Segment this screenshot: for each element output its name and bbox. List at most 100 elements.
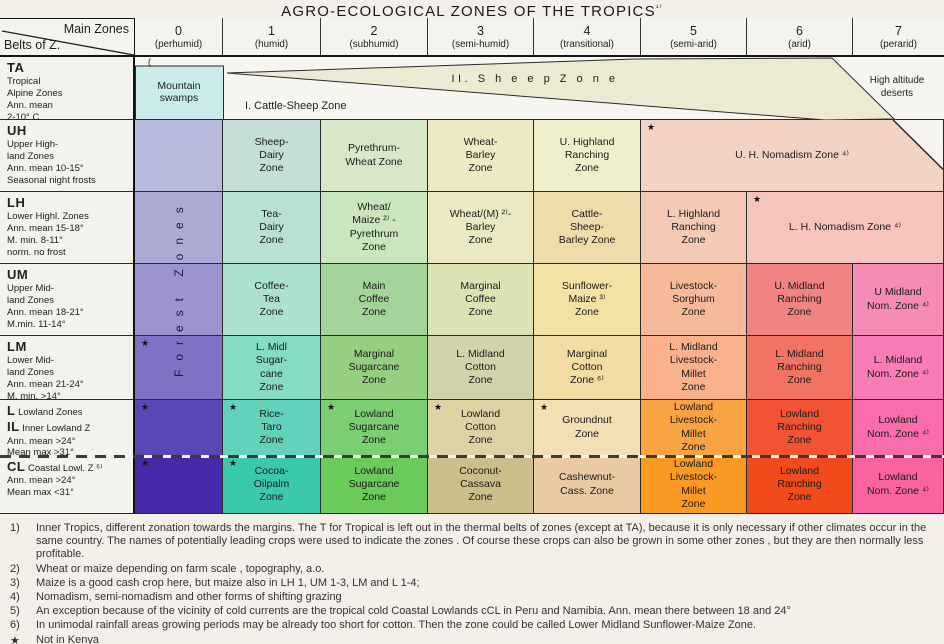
zone-cell-CL-0: ★ bbox=[135, 456, 223, 514]
row-header-IL: L Lowland Zones IL Inner Lowland Z Ann. me… bbox=[0, 400, 135, 458]
row-header-line: Ann. mean 18-21° bbox=[7, 307, 84, 318]
zone-cell-LM-0: ★ bbox=[135, 336, 223, 400]
zone-cell-IL-4: ★ Groundnut Zone bbox=[534, 400, 641, 456]
row-header-line: Ann. mean 10-15° bbox=[7, 163, 84, 174]
ta-row-region: ( Mountain swamps I. Cattle-Sheep Zone I… bbox=[135, 57, 944, 121]
zone-cell-LM-2: Marginal Sugarcane Zone bbox=[321, 336, 428, 400]
corner-header: Main Zones Belts of Z. bbox=[0, 18, 135, 57]
row-header-line: Tropical bbox=[7, 76, 41, 88]
row-header-line: Lower Highl. Zones bbox=[7, 211, 89, 223]
zone-cell-LM-6: L. Midland Ranching Zone bbox=[747, 336, 853, 400]
column-name: (subhumid) bbox=[349, 38, 399, 50]
zone-cell-label: Coconut- Cassava Zone bbox=[459, 464, 502, 504]
zone-cell-label: L. Midl Sugar- cane Zone bbox=[255, 341, 288, 393]
row-header-line: L Lowland Zones bbox=[7, 403, 83, 418]
zone-cell-IL-7: Lowland Nom. Zone ⁴⁾ bbox=[853, 400, 944, 456]
zone-cell-UM-2: Main Coffee Zone bbox=[321, 264, 428, 336]
footnote-marker: 5) bbox=[10, 605, 20, 618]
zone-cell-label: U Midland Nom. Zone ⁴⁾ bbox=[867, 286, 929, 312]
row-header-line: Ann. mean 21-24° bbox=[7, 379, 84, 390]
column-number: 7 bbox=[895, 23, 902, 38]
zone-cell-UH-0 bbox=[135, 120, 223, 192]
zone-cell-UM-6: U. Midland Ranching Zone bbox=[747, 264, 853, 336]
column-number: 0 bbox=[175, 23, 182, 38]
zone-cell-CL-6: Lowland Ranching Zone bbox=[747, 456, 853, 514]
row-header-line: Alpine Zones bbox=[7, 88, 63, 100]
row-header-line: land Zones bbox=[7, 367, 55, 379]
row-header-line: 2-10° C bbox=[7, 111, 40, 123]
row-header-line: Mean max <31° bbox=[7, 487, 74, 499]
high-altitude-deserts-label-2: deserts bbox=[881, 88, 913, 99]
row-header-line: Lower Mid- bbox=[7, 355, 54, 367]
zone-cell-label: Wheat/ Maize ²⁾ - Pyrethrum Zone bbox=[349, 201, 399, 253]
row-header-line: LM bbox=[7, 339, 27, 354]
zone-cell-CL-4: Cashewnut- Cass. Zone bbox=[534, 456, 641, 514]
mountain-swamps-cell bbox=[135, 65, 224, 120]
zone-cell-UM-4: Sunflower- Maize ³⁾ Zone bbox=[534, 264, 641, 336]
not-in-kenya-star: ★ bbox=[141, 338, 150, 348]
row-header-line: land Zones bbox=[7, 295, 55, 307]
zone-cell-LM-5: L. Midland Livestock- Millet Zone bbox=[641, 336, 747, 400]
column-number: 3 bbox=[477, 23, 484, 38]
zone-cell-IL-3: ★ Lowland Cotton Zone bbox=[428, 400, 534, 456]
page-title: AGRO-ECOLOGICAL ZONES OF THE TROPICS¹⁾ bbox=[281, 3, 663, 20]
column-name: (perarid) bbox=[879, 38, 918, 50]
row-header-line: CL Coastal Lowl. Z ⁵⁾ bbox=[7, 459, 103, 474]
zone-cell-UH-1: Sheep- Dairy Zone bbox=[223, 120, 321, 192]
row-header-line: M.min. 11-14° bbox=[7, 318, 66, 330]
zone-cell-CL-3: Coconut- Cassava Zone bbox=[428, 456, 534, 514]
zone-cell-LH-0 bbox=[135, 192, 223, 264]
not-in-kenya-star: ★ bbox=[141, 402, 150, 412]
zone-cell-LH-2: Wheat/ Maize ²⁾ - Pyrethrum Zone bbox=[321, 192, 428, 264]
footnote-marker: 6) bbox=[10, 619, 20, 632]
zone-cell-label: Groundnut Zone bbox=[562, 414, 612, 440]
zone-cell-label: L. Midland Cotton Zone bbox=[456, 347, 505, 387]
zone-cell-LM-4: Marginal Cotton Zone ⁶⁾ bbox=[534, 336, 641, 400]
zone-cell-UH-4: U. Highland Ranching Zone bbox=[534, 120, 641, 192]
zone-cell-label: L. Midland Ranching Zone bbox=[775, 347, 824, 387]
row-header-line: UH bbox=[7, 123, 27, 138]
row-header-line: land Zones bbox=[7, 151, 55, 163]
zone-cell-label: Lowland Livestock- Millet Zone bbox=[669, 458, 718, 510]
row-header-line: LH bbox=[7, 195, 26, 210]
coastal-lowland-dashed-divider bbox=[0, 455, 944, 458]
zone-cell-LM-1: L. Midl Sugar- cane Zone bbox=[223, 336, 321, 400]
zone-cell-label: Lowland Ranching Zone bbox=[777, 407, 822, 447]
footnote-text: Wheat or maize depending on farm scale ,… bbox=[36, 562, 325, 575]
footnote-7: ★ Not in Kenya bbox=[10, 634, 936, 644]
zone-cell-label: U. H. Nomadism Zone ⁴⁾ bbox=[735, 148, 849, 161]
zone-cell-UH-5: ★ U. H. Nomadism Zone ⁴⁾ bbox=[641, 120, 944, 192]
footnote-text: Not in Kenya bbox=[36, 633, 99, 644]
not-in-kenya-star: ★ bbox=[753, 194, 762, 204]
zone-cell-label: Coffee- Tea Zone bbox=[254, 279, 289, 319]
zone-cell-label: Lowland Nom. Zone ⁴⁾ bbox=[867, 414, 929, 440]
column-header-1: 1 (humid) bbox=[223, 18, 321, 57]
row-header-UM: UM Upper Mid-land Zones Ann. mean 18-21° M.… bbox=[0, 264, 135, 336]
footnote-text: Inner Tropics, different zonation toward… bbox=[36, 522, 927, 561]
row-header-LH: LH Lower Highl. Zones Ann. mean 15-18° M. m… bbox=[0, 192, 135, 264]
column-header-4: 4 (transitional) bbox=[534, 18, 641, 57]
column-number: 6 bbox=[796, 23, 803, 38]
zone-cell-label: Livestock- Sorghum Zone bbox=[669, 279, 718, 319]
corner-label-main-zones: Main Zones bbox=[63, 22, 129, 36]
row-header-line: Upper Mid- bbox=[7, 283, 54, 295]
zone-cell-IL-2: ★ Lowland Sugarcane Zone bbox=[321, 400, 428, 456]
column-name: (transitional) bbox=[560, 38, 614, 50]
not-in-kenya-star: ★ bbox=[327, 402, 336, 412]
column-header-5: 5 (semi-arid) bbox=[641, 18, 747, 57]
corner-label-belts: Belts of Z. bbox=[4, 38, 61, 52]
title-footnote-marker: ¹⁾ bbox=[655, 3, 663, 12]
zone-cell-UM-3: Marginal Coffee Zone bbox=[428, 264, 534, 336]
footnote-3: 3) Maize is a good cash crop here, but ma… bbox=[10, 577, 936, 590]
zone-cell-label: Cashewnut- Cass. Zone bbox=[558, 471, 616, 497]
column-header-6: 6 (arid) bbox=[747, 18, 853, 57]
zone-cell-LH-6: ★ L. H. Nomadism Zone ⁴⁾ bbox=[747, 192, 944, 264]
zone-cell-CL-7: Lowland Nom. Zone ⁴⁾ bbox=[853, 456, 944, 514]
zone-cell-label: U. Midland Ranching Zone bbox=[774, 279, 825, 319]
sheep-zone-wedge bbox=[226, 57, 896, 121]
zone-cell-UH-2: Pyrethrum- Wheat Zone bbox=[321, 120, 428, 192]
mountain-swamps-label-2: swamps bbox=[160, 92, 199, 104]
footnote-2: 2) Wheat or maize depending on farm scale… bbox=[10, 563, 936, 576]
footnote-text: In unimodal rainfall areas growing perio… bbox=[36, 619, 757, 632]
row-header-line: Seasonal night frosts bbox=[7, 174, 96, 186]
